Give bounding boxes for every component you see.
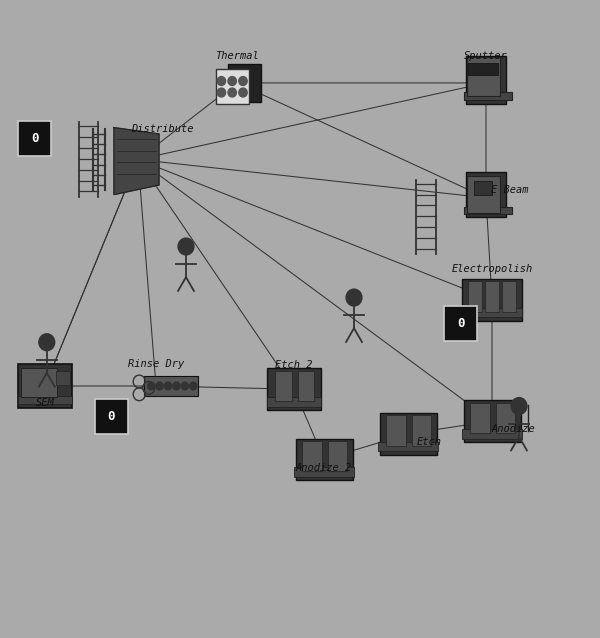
Bar (296, 439, 353, 480)
Circle shape (148, 382, 155, 390)
Circle shape (164, 382, 172, 390)
Bar (95, 399, 128, 434)
Bar (302, 441, 322, 471)
Bar (328, 441, 347, 471)
Circle shape (190, 382, 197, 390)
Text: E Beam: E Beam (491, 184, 529, 195)
Circle shape (178, 238, 194, 255)
Bar (496, 403, 515, 433)
Bar (485, 281, 499, 312)
Bar (468, 63, 498, 75)
Text: Anodize: Anodize (491, 424, 535, 434)
Bar (378, 441, 438, 452)
Polygon shape (114, 128, 159, 195)
Circle shape (346, 289, 362, 306)
Bar (462, 308, 522, 317)
Circle shape (173, 382, 180, 390)
Bar (470, 403, 490, 433)
Text: Anodize 2: Anodize 2 (296, 463, 352, 473)
Text: SEM: SEM (35, 398, 55, 408)
Bar (298, 371, 314, 401)
Circle shape (217, 77, 226, 85)
Text: Distribute: Distribute (131, 124, 193, 134)
Text: 0: 0 (457, 317, 464, 330)
Text: Sputter: Sputter (464, 50, 508, 61)
Text: Etch: Etch (416, 436, 442, 447)
Bar (412, 415, 431, 446)
Circle shape (39, 334, 55, 351)
Bar (466, 172, 506, 217)
Text: 0: 0 (31, 132, 38, 145)
Text: Rinse Dry: Rinse Dry (128, 359, 184, 369)
Circle shape (228, 77, 236, 85)
Bar (18, 121, 51, 156)
Bar (462, 429, 522, 439)
Bar (380, 413, 437, 454)
Circle shape (239, 88, 247, 97)
Bar (216, 68, 249, 103)
Bar (267, 397, 321, 407)
Bar (444, 306, 477, 341)
Bar (56, 371, 70, 385)
Bar (502, 281, 516, 312)
Bar (294, 467, 354, 477)
Text: Thermal: Thermal (215, 50, 259, 61)
Bar (144, 376, 198, 396)
Circle shape (181, 382, 188, 390)
Bar (462, 279, 522, 320)
Bar (466, 56, 506, 103)
Bar (275, 371, 292, 401)
Bar (464, 401, 521, 441)
Text: Etch 2: Etch 2 (275, 360, 313, 370)
Bar (228, 64, 260, 102)
Bar (464, 92, 512, 100)
Circle shape (228, 88, 236, 97)
Bar (18, 396, 72, 404)
Circle shape (217, 88, 226, 97)
Bar (468, 281, 482, 312)
Bar (464, 207, 512, 214)
Circle shape (239, 77, 247, 85)
Bar (18, 364, 72, 408)
Circle shape (511, 397, 527, 415)
Bar (267, 368, 321, 410)
Bar (467, 176, 500, 213)
Bar (21, 369, 57, 397)
Bar (467, 57, 500, 96)
Text: 0: 0 (107, 410, 115, 423)
Bar (474, 181, 492, 195)
Circle shape (156, 382, 163, 390)
Text: Electropolish: Electropolish (451, 264, 533, 274)
Bar (386, 415, 406, 446)
